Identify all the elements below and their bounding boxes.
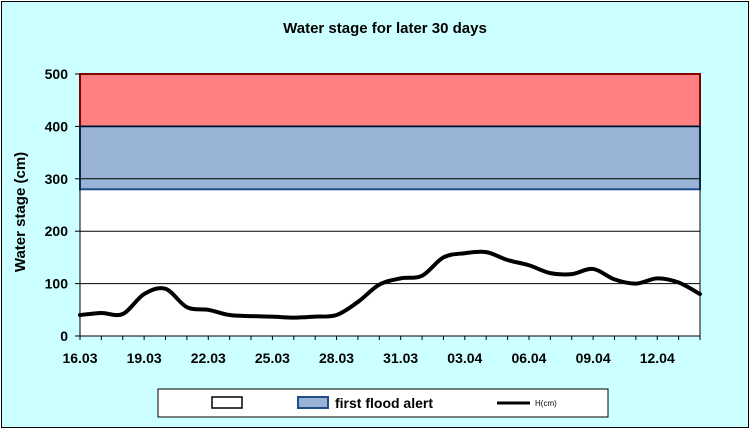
- x-tick-label: 16.03: [62, 350, 97, 366]
- chart-title: Water stage for later 30 days: [283, 20, 487, 37]
- x-tick-label: 31.03: [383, 350, 418, 366]
- y-tick-label: 100: [45, 276, 69, 292]
- y-tick-label: 400: [45, 118, 69, 134]
- x-tick-label: 22.03: [191, 350, 226, 366]
- y-tick-label: 500: [45, 66, 69, 82]
- x-tick-label: 03.04: [447, 350, 482, 366]
- legend-label-h-cm: H(cm): [535, 399, 557, 408]
- series-line-h-cm: [78, 249, 702, 320]
- y-tick-label: 0: [60, 328, 68, 344]
- x-tick-label: 12.04: [640, 350, 675, 366]
- x-tick-label: 25.03: [255, 350, 290, 366]
- alert-band-1: [79, 125, 701, 191]
- y-axis-label: Water stage (cm): [12, 152, 29, 272]
- plot-border: [79, 73, 701, 337]
- y-tick-label: 200: [45, 223, 69, 239]
- x-tick-label: 09.04: [576, 350, 611, 366]
- x-tick-label: 06.04: [511, 350, 546, 366]
- x-tick-label: 28.03: [319, 350, 354, 366]
- legend-swatch-empty: [211, 396, 243, 409]
- legend-swatch-first-flood-alert: [297, 396, 329, 409]
- y-tick-label: 300: [45, 171, 69, 187]
- legend: first flood alert H(cm): [157, 388, 609, 418]
- x-tick-label: 19.03: [127, 350, 162, 366]
- legend-label-first-flood-alert: first flood alert: [335, 395, 433, 411]
- alert-band-0: [79, 73, 701, 128]
